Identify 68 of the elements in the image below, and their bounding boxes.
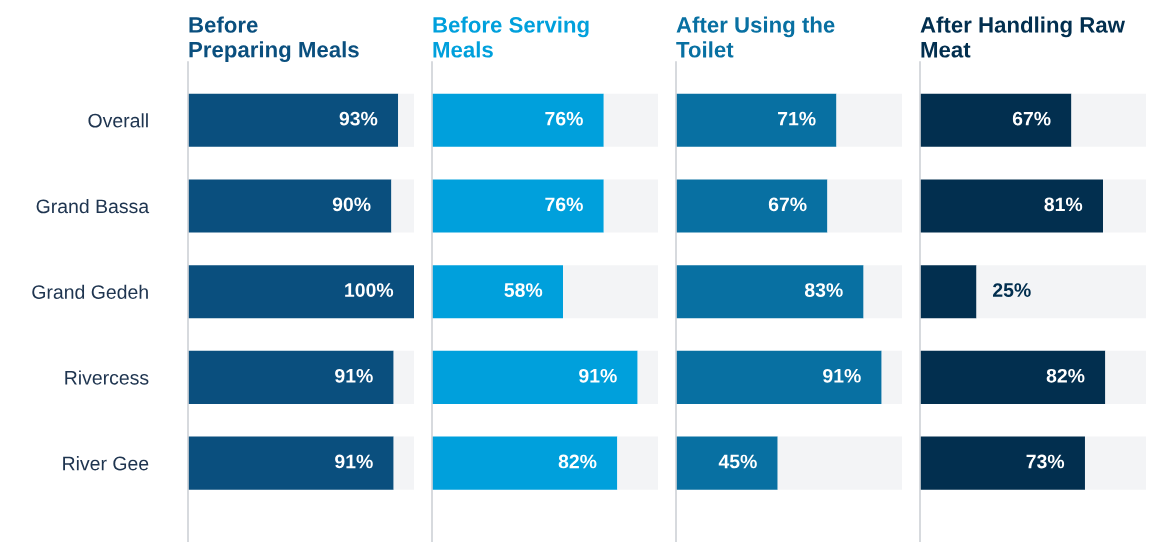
bar — [188, 350, 394, 404]
bar — [603, 179, 658, 233]
bar — [637, 350, 658, 404]
bar — [1084, 436, 1146, 490]
data-label: 82% — [558, 454, 597, 469]
bar — [1105, 350, 1146, 404]
bar — [836, 93, 902, 147]
bar — [393, 350, 414, 404]
bar — [920, 179, 1104, 233]
bar — [188, 179, 392, 233]
data-label: 67% — [1012, 111, 1051, 126]
bar — [676, 265, 864, 319]
bar — [393, 436, 414, 490]
data-label: 90% — [332, 197, 371, 212]
bar — [188, 265, 414, 319]
y-tick-label: Overall — [88, 113, 148, 128]
bar — [676, 436, 778, 490]
bar — [432, 93, 604, 147]
bar — [676, 179, 828, 233]
data-label: 91% — [579, 368, 617, 383]
bar — [863, 265, 902, 319]
y-tick-label: Grand Bassa — [36, 198, 150, 214]
data-label: 58% — [504, 283, 543, 297]
bar — [188, 436, 394, 490]
bar — [617, 436, 658, 490]
bar — [920, 265, 977, 319]
bar — [777, 436, 902, 490]
bar — [920, 436, 1085, 490]
data-label: 25% — [992, 283, 1031, 297]
bar — [432, 350, 638, 404]
data-label: 91% — [823, 368, 861, 383]
data-label: 81% — [1044, 197, 1083, 212]
data-label: 76% — [545, 197, 583, 212]
data-label: 91% — [335, 368, 373, 383]
bar — [603, 93, 658, 147]
data-label: 82% — [1046, 368, 1085, 383]
data-label: 71% — [778, 111, 816, 126]
bar — [676, 93, 837, 147]
bar — [827, 179, 902, 233]
data-label: 100% — [345, 283, 394, 297]
data-label: 67% — [768, 197, 807, 212]
bar — [976, 265, 1146, 319]
chart-title: Before Preparing Meals — [189, 16, 359, 62]
bar — [432, 179, 604, 233]
bar — [1103, 179, 1146, 233]
data-label: 83% — [804, 283, 843, 297]
bar — [920, 93, 1072, 147]
bar — [1071, 93, 1146, 147]
bar — [563, 265, 658, 319]
data-label: 93% — [339, 111, 378, 126]
data-label: 45% — [718, 454, 757, 469]
y-tick-label: River Gee — [63, 456, 149, 471]
bar — [676, 350, 882, 404]
bar — [398, 93, 414, 147]
bar — [188, 93, 399, 147]
data-label: 76% — [545, 111, 583, 126]
data-label: 73% — [1026, 454, 1065, 469]
chart-title: After Using the Toilet — [676, 16, 835, 58]
bar — [432, 265, 564, 319]
chart-title: Before Serving Meals — [433, 16, 589, 58]
bar — [391, 179, 414, 233]
data-label: 91% — [335, 454, 373, 469]
bar — [432, 436, 618, 490]
y-tick-label: Rivercess — [65, 370, 149, 385]
y-tick-label: Grand Gedeh — [32, 284, 148, 299]
bar — [881, 350, 902, 404]
chart-title: After Handling Raw Meat — [920, 16, 1125, 58]
bar — [920, 350, 1106, 404]
